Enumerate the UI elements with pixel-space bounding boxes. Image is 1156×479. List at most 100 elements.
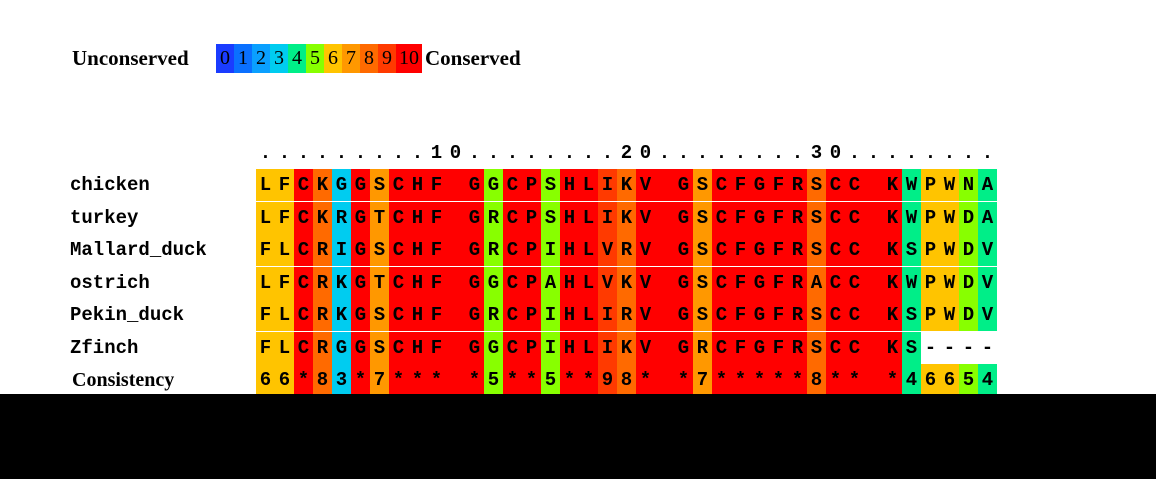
residue <box>655 299 674 331</box>
consistency-score: * <box>389 364 408 396</box>
residue: I <box>541 331 560 364</box>
residue: R <box>313 266 332 299</box>
legend-swatch: 5 <box>306 44 324 73</box>
residue: C <box>845 169 864 201</box>
residue: F <box>731 169 750 201</box>
residue: F <box>256 299 275 331</box>
residue: G <box>332 169 351 201</box>
residue <box>446 266 465 299</box>
residue: G <box>465 201 484 234</box>
residue <box>864 201 883 234</box>
sequence-name: chicken <box>70 174 150 196</box>
residue: F <box>427 234 446 266</box>
residue: H <box>560 299 579 331</box>
residue <box>655 201 674 234</box>
residue: D <box>959 234 978 266</box>
residue: G <box>674 299 693 331</box>
ruler-char: . <box>924 142 937 164</box>
residue: P <box>522 201 541 234</box>
residue: G <box>750 169 769 201</box>
residue: C <box>294 234 313 266</box>
residue: H <box>408 234 427 266</box>
residue: C <box>826 169 845 201</box>
residue: F <box>769 299 788 331</box>
residue: V <box>978 234 997 266</box>
residue: H <box>560 331 579 364</box>
residue: H <box>408 169 427 201</box>
residue: G <box>465 266 484 299</box>
residue: R <box>788 169 807 201</box>
consistency-score: * <box>788 364 807 396</box>
residue: C <box>826 234 845 266</box>
residue: G <box>750 201 769 234</box>
residue: V <box>636 331 655 364</box>
residue: F <box>769 331 788 364</box>
residue: D <box>959 266 978 299</box>
residue: K <box>617 266 636 299</box>
residue: W <box>940 266 959 299</box>
consistency-score: * <box>845 364 864 396</box>
residue: G <box>674 331 693 364</box>
residue: C <box>503 234 522 266</box>
residue: F <box>731 299 750 331</box>
residue: K <box>313 169 332 201</box>
residue: S <box>693 299 712 331</box>
ruler-char: . <box>297 142 310 164</box>
residue: C <box>826 201 845 234</box>
residue: R <box>313 234 332 266</box>
ruler-char: . <box>886 142 899 164</box>
residue: G <box>351 169 370 201</box>
sequence-name: Mallard_duck <box>70 239 207 261</box>
residue: R <box>617 299 636 331</box>
ruler-char: . <box>411 142 424 164</box>
residue: C <box>845 266 864 299</box>
residue: K <box>332 266 351 299</box>
residue: P <box>522 169 541 201</box>
ruler-char: . <box>354 142 367 164</box>
residue: C <box>294 331 313 364</box>
residue: S <box>807 299 826 331</box>
residue: L <box>579 266 598 299</box>
residue <box>864 299 883 331</box>
residue: H <box>408 201 427 234</box>
residue: R <box>484 201 503 234</box>
consistency-score: * <box>294 364 313 396</box>
consistency-score: * <box>712 364 731 396</box>
residue: S <box>807 331 826 364</box>
residue: R <box>693 331 712 364</box>
consistency-score: * <box>579 364 598 396</box>
consistency-score: 5 <box>541 364 560 396</box>
consistency-score: * <box>731 364 750 396</box>
ruler-char: . <box>601 142 614 164</box>
consistency-score: * <box>427 364 446 396</box>
legend-swatch: 7 <box>342 44 360 73</box>
ruler-char: . <box>563 142 576 164</box>
legend-swatch: 6 <box>324 44 342 73</box>
residue: G <box>750 234 769 266</box>
residue: V <box>636 169 655 201</box>
residue: C <box>294 169 313 201</box>
legend-swatch: 2 <box>252 44 270 73</box>
residue: W <box>902 266 921 299</box>
ruler-char: 0 <box>449 142 462 164</box>
ruler-char: 1 <box>430 142 443 164</box>
residue: S <box>370 169 389 201</box>
residue: C <box>712 331 731 364</box>
residue: V <box>636 266 655 299</box>
residue: K <box>883 331 902 364</box>
residue: F <box>427 331 446 364</box>
ruler-char: . <box>487 142 500 164</box>
residue: C <box>503 266 522 299</box>
residue: G <box>351 201 370 234</box>
residue: H <box>560 201 579 234</box>
residue: R <box>313 299 332 331</box>
ruler-char: . <box>259 142 272 164</box>
residue <box>864 331 883 364</box>
residue <box>446 234 465 266</box>
ruler-char: 0 <box>829 142 842 164</box>
ruler-char: . <box>544 142 557 164</box>
ruler-char: 2 <box>620 142 633 164</box>
residue: G <box>484 331 503 364</box>
residue: G <box>351 299 370 331</box>
